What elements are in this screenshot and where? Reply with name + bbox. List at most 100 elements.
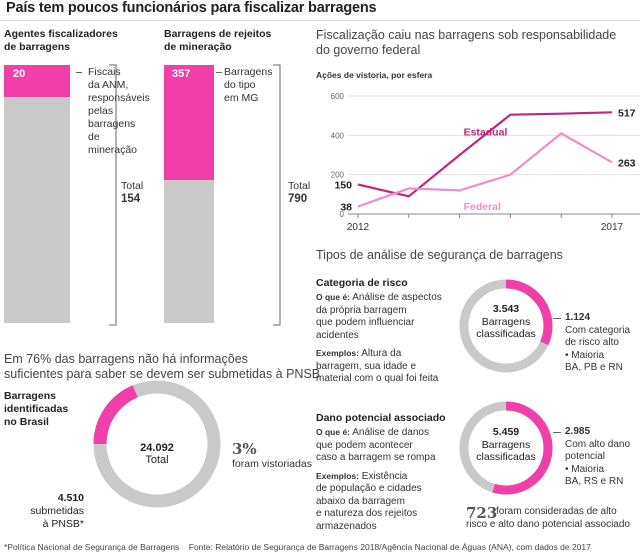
l: potencial: [565, 451, 606, 462]
bar2-total: Total 790: [288, 180, 310, 206]
l: que podem influenciar: [316, 317, 415, 328]
x-tick-label: 2017: [601, 222, 624, 233]
footnote: *Política Nacional de Segurança de Barra…: [4, 542, 591, 552]
bar1-total-segment: [4, 97, 70, 323]
brazil-donut-highlight: [93, 380, 221, 508]
l: responsáveis: [88, 92, 150, 104]
page-title: País tem poucos funcionários para fiscal…: [6, 0, 377, 16]
bottom-note-value: 723: [466, 504, 498, 522]
bar1-leader: [76, 72, 82, 73]
bar2-highlight-segment: 357: [164, 65, 214, 180]
y-tick-label: 400: [331, 131, 345, 140]
l: • Maioria: [565, 349, 605, 361]
series-line-federal: [357, 132, 613, 208]
dano-donut-value: 5.459: [492, 426, 520, 438]
y-tick-label: 200: [331, 171, 345, 180]
brazil-donut: [93, 380, 221, 508]
series-line-estadual: [357, 111, 613, 198]
dano-donut-center: 5.459 Barragens classificadas: [466, 426, 546, 464]
dano-side-value: 2.985: [565, 426, 591, 437]
l: abaixo da barragem: [316, 495, 405, 507]
l: acidentes: [316, 329, 359, 341]
line-chart: 0 200 400 600 2012 2017 150 517 38 263 Estadual Fed…: [331, 92, 640, 233]
brazil-donut-center: 24.092 Total: [120, 442, 194, 466]
bar1-total-label: Total: [121, 180, 144, 192]
l: no Brasil: [4, 416, 49, 428]
l: barragens: [88, 118, 136, 130]
bar1-heading-line2: de barragens: [4, 41, 70, 53]
dano-desc: O que é: Análise de danos que podem acon…: [316, 426, 466, 533]
l: à PNSB*: [42, 518, 84, 530]
bar2-highlight-value: 357: [172, 68, 191, 80]
series-start-label: 150: [334, 180, 352, 192]
bar1-highlight-label: Fiscais da ANM, responsáveis pelas barra…: [88, 66, 150, 157]
l: de: [88, 131, 100, 143]
l: em MG: [224, 92, 259, 104]
categoria-donut-highlight: [459, 279, 553, 373]
pct-value: 3%: [232, 440, 257, 458]
l: submetidas: [30, 505, 84, 517]
categoria-desc: O que é: Análise de aspectos da própria …: [316, 291, 466, 386]
line-chart-subtitle: Ações de vistoria, por esfera: [316, 70, 433, 80]
l: do governo federal: [316, 43, 421, 57]
bottom-note-text2: risco e alto dano potencial associado: [466, 519, 630, 532]
series-name-federal: Federal: [464, 201, 501, 213]
l: que podem acontecer: [316, 439, 413, 451]
bar2-total-segment: [164, 180, 214, 323]
bar2-heading-line1: Barragens de rejeitos: [164, 28, 272, 40]
bar1-total-value: 154: [121, 193, 141, 205]
brazil-sub-value: 4.510: [57, 492, 84, 504]
lower-left-subtitle: Em 76% das barragens não há informações …: [4, 352, 320, 382]
l: identificadas: [4, 403, 69, 415]
l: classificadas: [476, 328, 536, 340]
l: • Maioria: [565, 463, 605, 475]
categoria-side-value: 1.124: [565, 312, 591, 323]
dano-leader: [553, 432, 561, 433]
l: do tipo: [224, 79, 256, 91]
series-name-estadual: Estadual: [464, 126, 508, 138]
line-chart-title: Fiscalização caiu nas barragens sob resp…: [316, 28, 616, 58]
categoria-donut-value: 3.543: [492, 303, 520, 315]
bar2-highlight-label: Barragens do tipo em MG: [224, 66, 272, 105]
dano-oque-label: O que é:: [316, 427, 351, 437]
l: armazenados: [316, 520, 377, 532]
categoria-donut-center: 3.543 Barragens classificadas: [466, 303, 546, 341]
bar1-bracket: [109, 64, 117, 326]
l: Barragens: [481, 315, 531, 328]
brazil-total-label: Total: [145, 454, 169, 466]
l: Fiscalização caiu nas barragens sob resp…: [316, 28, 617, 42]
brazil-total-value: 24.092: [140, 442, 174, 454]
series-end-label: 517: [618, 107, 636, 119]
l: da ANM,: [88, 79, 129, 91]
title-divider: [0, 20, 640, 21]
categoria-oque-label: O que é:: [316, 292, 351, 302]
pct-label: foram vistoriadas: [232, 458, 312, 470]
l: barragem, sua idade e: [316, 360, 417, 372]
types-title: Tipos de análise de segurança de barrage…: [316, 248, 563, 262]
l: BA, RS e RN: [565, 476, 624, 487]
dano-heading: Dano potencial associado: [316, 412, 446, 424]
bottom-note: 723: [466, 504, 497, 523]
bar1-highlight-segment: 20: [4, 65, 70, 97]
bar2-heading-line2: de mineração: [164, 41, 232, 53]
bar1-heading-line1: Agentes fiscalizadores: [4, 28, 118, 40]
l: Em 76% das barragens não há informações: [4, 352, 248, 366]
x-tick-label: 2012: [347, 222, 370, 233]
dano-donut-highlight: [459, 401, 553, 495]
l: Barragens: [4, 390, 56, 402]
bar2-total-label: Total: [288, 180, 311, 192]
series-start-label: 38: [340, 202, 352, 214]
l: Fiscais: [88, 66, 121, 78]
series-end-label: 263: [618, 157, 636, 169]
y-tick-label: 0: [340, 210, 345, 219]
categoria-heading: Categoria de risco: [316, 277, 408, 289]
l: Com categoria: [565, 324, 631, 336]
l: Análise de aspectos: [352, 292, 442, 303]
bar2-total-value: 790: [288, 193, 308, 205]
categoria-leader: [553, 318, 561, 319]
bottom-note-text: foram consideradas de alto: [496, 506, 617, 519]
l: Com alto dano: [565, 438, 631, 450]
bar2-bracket: [273, 64, 281, 326]
l: de risco alto: [565, 337, 619, 348]
bar1-total: Total 154: [121, 180, 143, 206]
